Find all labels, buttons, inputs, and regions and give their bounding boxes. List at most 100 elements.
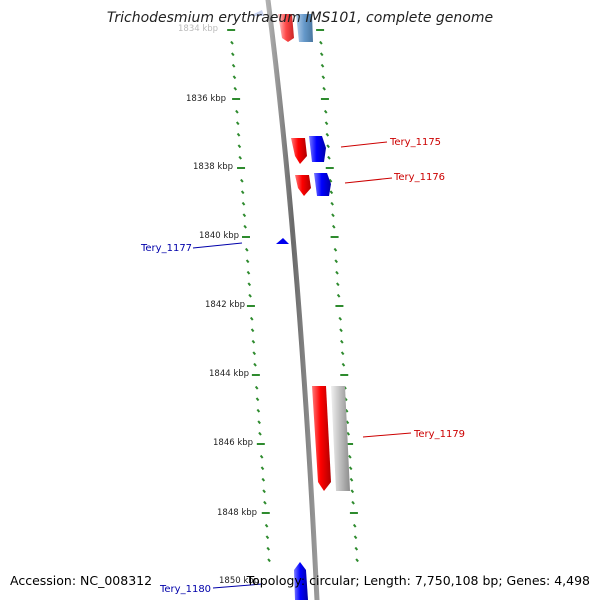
tick-labels: 1834 kbp 1836 kbp 1838 kbp 1840 kbp 1842… (178, 24, 259, 586)
gene-pair-top-faded[interactable] (278, 14, 313, 42)
ruler-outer-minor-tick (351, 500, 355, 505)
gene-tery-1179-pseudo[interactable] (331, 386, 350, 491)
leader-tery-1179 (362, 432, 412, 438)
ruler-outer-minor-tick (326, 144, 330, 149)
leader-tery-1180 (212, 583, 263, 589)
tick-label-1842: 1842 kbp (205, 300, 245, 310)
ruler-track-inner (227, 29, 271, 563)
ruler-inner-minor-tick (251, 339, 256, 344)
gene-label-lines (192, 141, 412, 589)
ruler-outer-minor-tick (338, 316, 343, 321)
tick-label-1838: 1838 kbp (193, 162, 233, 172)
ruler-inner-minor-tick (236, 132, 241, 137)
ruler-outer-minor-tick (348, 454, 352, 459)
ruler-outer-minor-tick (352, 523, 357, 528)
gene-tery-1180[interactable] (294, 562, 308, 600)
map-title: Trichodesmium erythraeum IMS101, complet… (106, 10, 494, 26)
ruler-outer-minor-tick (330, 201, 334, 206)
ruler-outer-minor-tick (324, 121, 329, 126)
ruler-inner-minor-tick (238, 155, 242, 160)
gene-tery-1179-forward[interactable] (312, 386, 331, 491)
ruler-inner-minor-tick (264, 523, 269, 528)
ruler-outer-minor-tick (341, 362, 346, 367)
gene-label-texts: Tery_1175 Tery_1176 Tery_1177 Tery_1179 … (140, 137, 465, 595)
ruler-inner-minor-tick (246, 270, 251, 275)
genome-backbone (265, 0, 320, 600)
gene-tery-1177[interactable] (276, 238, 289, 244)
leader-tery-1175 (340, 141, 388, 148)
ruler-inner-minor-tick (248, 293, 252, 298)
accession-text: Accession: NC_008312 (10, 573, 153, 588)
ruler-inner-minor-tick (250, 328, 255, 333)
gene-tery-1176-reverse[interactable] (314, 173, 331, 196)
ruler-inner-minor-tick (252, 351, 257, 356)
tick-label-1850: 1850 kbp (219, 576, 259, 586)
ruler-inner-minor-tick (259, 454, 264, 459)
ruler-outer-minor-tick (319, 52, 324, 57)
gene-label-tery-1177[interactable]: Tery_1177 (140, 243, 192, 254)
ruler-inner-minor-tick (241, 201, 246, 206)
ruler-inner-minor-tick (231, 52, 235, 57)
ruler-outer-minor-tick (350, 489, 355, 494)
ruler-inner-minor-tick (260, 466, 265, 471)
ruler-inner-minor-tick (245, 247, 249, 252)
gene-tery-1175-pair[interactable] (291, 136, 326, 164)
ruler-inner-minor-tick (254, 385, 259, 390)
ruler-outer-minor-tick (328, 178, 333, 183)
ruler-inner-minor-tick (261, 477, 266, 482)
ruler-outer-minor-tick (321, 75, 326, 80)
ruler-outer-minor-tick (332, 224, 336, 229)
ruler-outer-minor-tick (340, 339, 344, 344)
ruler-inner-minor-tick (262, 489, 266, 494)
ruler-inner-minor-tick (235, 109, 239, 114)
ruler-outer-minor-tick (355, 558, 359, 563)
tick-label-1840: 1840 kbp (199, 231, 239, 241)
gene-label-tery-1180[interactable]: Tery_1180 (159, 584, 211, 595)
ruler-inner-minor-tick (230, 40, 234, 45)
ruler-inner-minor-tick (243, 224, 247, 229)
ruler-outer-minor-tick (334, 259, 338, 264)
gene-tery-1175-forward[interactable] (291, 138, 307, 164)
ruler-inner-minor-tick (242, 213, 247, 218)
ruler-outer-minor-tick (339, 328, 343, 333)
ruler-outer-minor-tick (340, 351, 345, 356)
gene-label-tery-1176[interactable]: Tery_1176 (393, 172, 445, 183)
ruler-inner-minor-tick (231, 63, 236, 68)
tick-label-1844: 1844 kbp (209, 369, 249, 379)
ruler-outer-minor-tick (346, 431, 351, 436)
ruler-outer-minor-tick (348, 466, 353, 471)
ruler-inner-minor-tick (263, 500, 267, 505)
ruler-outer-minor-tick (345, 420, 350, 425)
gene-tery-1175-reverse[interactable] (309, 136, 326, 162)
ruler-outer-minor-tick (319, 40, 323, 45)
ruler-inner-minor-tick (265, 535, 270, 540)
ruler-outer-minor-tick (329, 190, 334, 195)
ruler-outer-minor-tick (336, 293, 341, 298)
tick-label-1846: 1846 kbp (213, 438, 253, 448)
leader-tery-1176 (344, 177, 393, 184)
ruler-outer-minor-tick (322, 86, 326, 91)
gene-label-tery-1179[interactable]: Tery_1179 (413, 429, 465, 440)
gene-tery-1176-pair[interactable] (295, 173, 331, 196)
tick-label-1836: 1836 kbp (186, 94, 226, 104)
ruler-outer-minor-tick (331, 213, 335, 218)
ruler-inner-minor-tick (266, 546, 271, 551)
gene-marker-faded (250, 10, 264, 16)
ruler-inner-minor-tick (249, 316, 254, 321)
gene-forward-faded[interactable] (278, 14, 294, 42)
ruler-inner-minor-tick (240, 178, 244, 183)
ruler-inner-minor-tick (255, 397, 260, 402)
ruler-inner-minor-tick (237, 144, 242, 149)
gene-tery-1176-forward[interactable] (295, 175, 311, 196)
tick-label-1834: 1834 kbp (178, 24, 218, 34)
tick-label-1848: 1848 kbp (217, 508, 257, 518)
gene-label-tery-1175[interactable]: Tery_1175 (389, 137, 441, 148)
ruler-inner-minor-tick (240, 190, 245, 195)
leader-tery-1177 (192, 242, 243, 249)
gene-reverse-faded[interactable] (296, 14, 313, 42)
ruler-outer-minor-tick (327, 155, 331, 160)
gene-tery-1179-pair[interactable] (312, 386, 350, 491)
ruler-outer-minor-tick (320, 63, 325, 68)
ruler-outer-minor-tick (349, 477, 354, 482)
